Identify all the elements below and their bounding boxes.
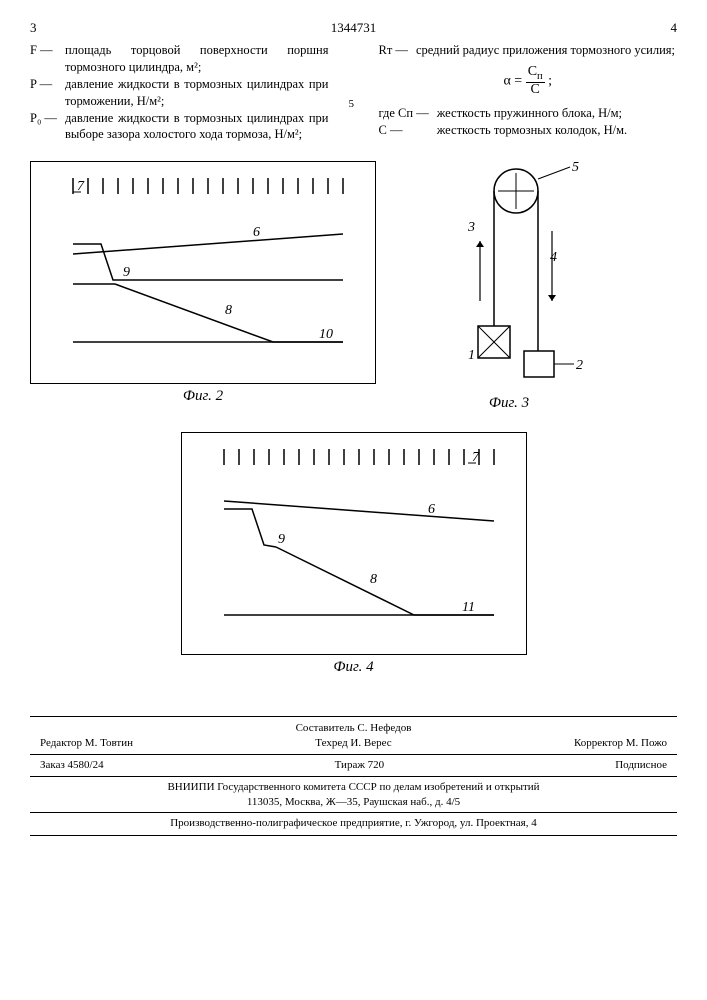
fig3-wrap: 5 3 4 1 2 Фиг. 3 (434, 161, 584, 412)
line-num-5: 5 (349, 42, 359, 143)
svg-text:6: 6 (253, 225, 260, 240)
footer-row2: Заказ 4580/24 Тираж 720 Подписное (30, 758, 677, 773)
def-P0: P₀ — давление жидкости в тормозных цилин… (30, 110, 329, 144)
svg-text:8: 8 (370, 572, 377, 587)
footer-line3: ВНИИПИ Государственного комитета СССР по… (30, 780, 677, 795)
def-P: P — давление жидкости в тормозных цилинд… (30, 76, 329, 110)
fig4-svg: 769811 (194, 443, 514, 638)
fig2-box: 769810 (30, 161, 376, 384)
svg-text:3: 3 (467, 220, 475, 235)
right-column: Rт — средний радиус приложения тормозног… (379, 42, 678, 143)
svg-text:9: 9 (123, 265, 130, 280)
fig2-caption: Фиг. 2 (30, 388, 376, 405)
doc-number: 1344731 (331, 20, 377, 36)
svg-text:6: 6 (428, 502, 435, 517)
svg-text:5: 5 (572, 161, 579, 175)
left-column: F — площадь торцовой поверхности поршня … (30, 42, 329, 143)
fig4-caption: Фиг. 4 (181, 659, 527, 676)
footer-line5: Производственно-полиграфическое предприя… (30, 816, 677, 831)
fig2-wrap: 769810 Фиг. 2 (30, 161, 376, 405)
figs-row-2: 769811 Фиг. 4 (30, 432, 677, 676)
page-num-right: 4 (671, 20, 678, 36)
footer-compiler: Составитель С. Нефедов (30, 721, 677, 736)
footer-line4: 113035, Москва, Ж—35, Раушская наб., д. … (30, 795, 677, 810)
fig2-svg: 769810 (43, 172, 363, 367)
svg-text:4: 4 (550, 250, 557, 265)
def-C: C — жесткость тормозных колодок, Н/м. (379, 122, 628, 139)
footer-block: Составитель С. Нефедов Редактор М. Товти… (30, 716, 677, 836)
svg-text:8: 8 (225, 303, 232, 318)
definitions-block: F — площадь торцовой поверхности поршня … (30, 42, 677, 143)
def-Cp: где Cп — жесткость пружинного блока, Н/м… (379, 105, 628, 122)
fig3-svg: 5 3 4 1 2 (434, 161, 584, 391)
fig3-caption: Фиг. 3 (434, 395, 584, 412)
svg-text:2: 2 (576, 358, 583, 373)
svg-text:1: 1 (468, 348, 475, 363)
page-header: 3 1344731 4 (30, 20, 677, 36)
figs-row-1: 769810 Фиг. 2 53412 Фиг. 3 (30, 161, 677, 412)
def-Rt: Rт — средний радиус приложения тормозног… (379, 42, 676, 59)
svg-text:10: 10 (319, 327, 333, 342)
page-num-left: 3 (30, 20, 37, 36)
svg-text:9: 9 (278, 532, 285, 547)
def-F: F — площадь торцовой поверхности поршня … (30, 42, 329, 76)
fig4-wrap: 769811 Фиг. 4 (181, 432, 527, 676)
fig4-box: 769811 (181, 432, 527, 655)
formula-alpha: α = CпC ; (379, 65, 678, 97)
footer-row1: Редактор М. Товтин Техред И. Верес Корре… (30, 736, 677, 751)
svg-text:11: 11 (462, 600, 475, 615)
